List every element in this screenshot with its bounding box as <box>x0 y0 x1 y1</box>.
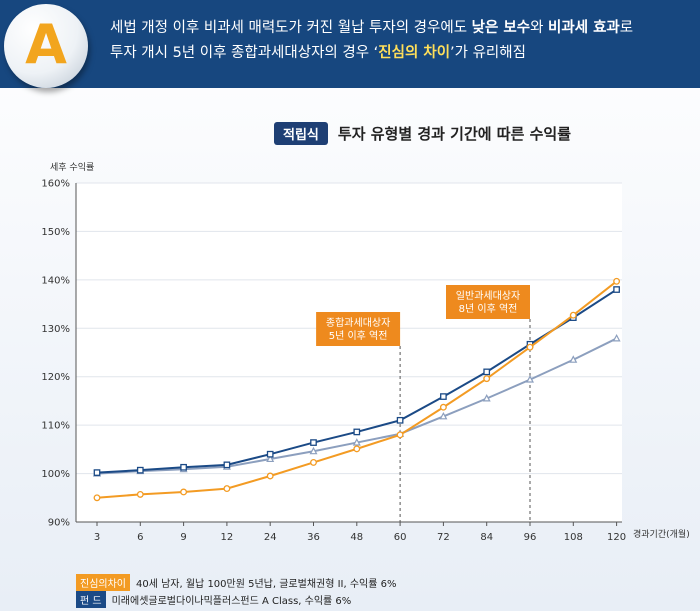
point-2-4 <box>266 454 275 463</box>
point-2-8 <box>439 411 448 420</box>
point-0-9 <box>483 375 491 383</box>
header-line1-part2: 와 <box>530 20 549 36</box>
header-line1-bold2: 비과세 효과 <box>548 20 620 36</box>
header-text: 세법 개정 이후 비과세 매력도가 커진 월납 투자의 경우에도 낮은 보수와 … <box>110 16 700 66</box>
point-2-10 <box>525 375 535 383</box>
y-tick-label: 110% <box>41 421 70 432</box>
x-tick-label: 24 <box>264 532 277 543</box>
legend-text-0: 40세 남자, 월납 100만원 5년납, 글로벌채권형 II, 수익률 6% <box>136 579 397 590</box>
x-tick-label: 84 <box>480 532 493 543</box>
header-banner: A 세법 개정 이후 비과세 매력도가 커진 월납 투자의 경우에도 낮은 보수… <box>0 0 700 88</box>
point-2-6 <box>352 438 361 446</box>
point-1-5 <box>310 439 317 446</box>
point-0-7 <box>396 431 404 439</box>
point-1-7 <box>396 416 404 424</box>
header-line2-part2: ’가 유리해짐 <box>450 45 526 61</box>
legend-label-1: 펀 드 <box>76 591 106 608</box>
x-tick-label: 6 <box>137 532 143 543</box>
x-tick-label: 120 <box>607 532 626 543</box>
annotation-box-1 <box>446 285 530 319</box>
x-tick-label: 72 <box>437 532 450 543</box>
point-1-1 <box>136 466 144 474</box>
point-1-8 <box>440 393 447 400</box>
header-line-1: 세법 개정 이후 비과세 매력도가 커진 월납 투자의 경우에도 낮은 보수와 … <box>110 16 700 41</box>
badge-circle: A <box>4 4 88 88</box>
y-axis-label: 세후 수익률 <box>50 161 94 173</box>
x-tick-label: 48 <box>350 532 363 543</box>
y-tick-label: 160% <box>41 179 70 190</box>
point-0-10 <box>526 343 534 351</box>
header-line-2: 투자 개시 5년 이후 종합과세대상자의 경우 ‘진심의 차이’가 유리해짐 <box>110 41 700 66</box>
point-2-12 <box>612 333 621 342</box>
point-1-2 <box>180 463 187 471</box>
legend-item-1: 펀 드 미래에셋글로벌다이나믹플러스펀드 A Class, 수익률 6% <box>76 591 351 608</box>
point-2-9 <box>482 394 491 402</box>
x-tick-label: 108 <box>564 532 583 543</box>
point-0-8 <box>439 403 447 411</box>
annotation-text-0-b: 5년 이후 역전 <box>329 330 388 342</box>
plot-area <box>76 183 622 522</box>
annotation-text-1-b: 8년 이후 역전 <box>459 303 518 315</box>
y-tick-label: 140% <box>41 275 70 286</box>
chart-title: 적립식 투자 유형별 경과 기간에 따른 수익률 <box>274 121 572 145</box>
title-tag: 적립식 <box>274 121 328 145</box>
x-axis-label: 경과기간(개월) <box>633 528 690 540</box>
point-2-11 <box>569 355 578 363</box>
x-tick-label: 12 <box>221 532 234 543</box>
point-1-12 <box>613 286 620 293</box>
header-line1-part: 세법 개정 이후 비과세 매력도가 커진 월납 투자의 경우에도 <box>110 20 472 36</box>
point-0-11 <box>569 311 577 319</box>
point-0-4 <box>266 472 274 480</box>
point-0-5 <box>310 458 317 466</box>
badge-letter: A <box>25 13 67 76</box>
y-tick-label: 90% <box>48 518 70 529</box>
point-2-5 <box>309 446 318 455</box>
x-tick-label: 36 <box>307 532 320 543</box>
annotation-text-1-a: 일반과세대상자 <box>456 290 520 302</box>
point-1-3 <box>223 461 231 469</box>
header-line1-part3: 로 <box>619 20 634 36</box>
point-0-3 <box>223 485 231 493</box>
annotation-box-0 <box>316 312 401 346</box>
y-tick-label: 150% <box>41 227 70 238</box>
y-tick-label: 100% <box>41 469 70 480</box>
point-0-12 <box>613 277 621 285</box>
legend-item-0: 진심의차이 40세 남자, 월납 100만원 5년납, 글로벌채권형 II, 수… <box>76 574 397 591</box>
point-1-9 <box>483 368 491 376</box>
legend-label-0: 진심의차이 <box>76 574 130 591</box>
point-1-0 <box>93 469 101 476</box>
chart-title-text: 투자 유형별 경과 기간에 따른 수익률 <box>337 124 572 143</box>
x-tick-label: 3 <box>94 532 100 543</box>
y-tick-label: 120% <box>41 372 70 383</box>
header-line1-bold1: 낮은 보수 <box>471 20 531 36</box>
x-tick-label: 96 <box>524 532 537 543</box>
point-1-4 <box>266 450 274 458</box>
header-line2-highlight: 진심의 차이 <box>378 45 451 61</box>
x-tick-label: 9 <box>180 532 186 543</box>
header-line2-part: 투자 개시 5년 이후 종합과세대상자의 경우 ‘ <box>110 45 379 61</box>
point-0-6 <box>353 445 361 453</box>
annotation-text-0-a: 종합과세대상자 <box>326 317 390 329</box>
point-1-6 <box>353 428 361 436</box>
x-tick-label: 60 <box>394 532 407 543</box>
point-0-1 <box>136 490 144 498</box>
y-tick-label: 130% <box>41 324 70 335</box>
point-0-2 <box>180 488 188 496</box>
legend-text-1: 미래에셋글로벌다이나믹플러스펀드 A Class, 수익률 6% <box>111 596 352 607</box>
point-0-0 <box>93 494 101 502</box>
